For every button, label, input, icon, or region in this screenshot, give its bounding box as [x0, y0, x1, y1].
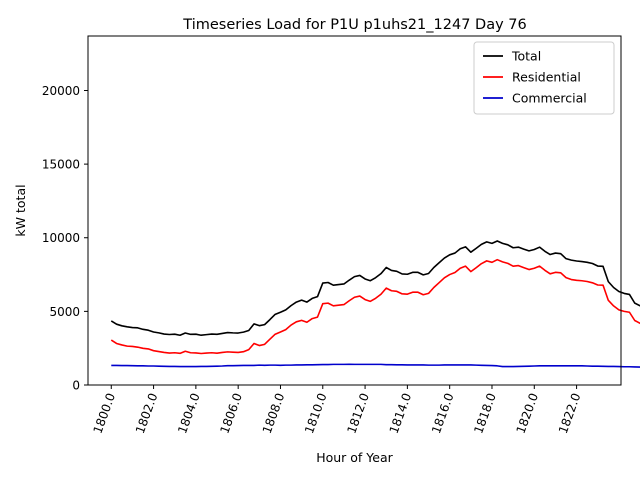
- x-axis-label: Hour of Year: [316, 450, 393, 465]
- x-tick-label: 1810.0: [302, 391, 330, 435]
- legend-box: [473, 41, 615, 115]
- legend-label-commercial: Commercial: [512, 91, 587, 106]
- series-line-total: [110, 240, 640, 337]
- legend: Total Residential Commercial: [473, 41, 615, 115]
- x-tick-label: 1818.0: [471, 391, 499, 435]
- x-tick-label: 1816.0: [429, 391, 457, 435]
- x-tick-label: 1814.0: [387, 391, 415, 435]
- legend-label-total: Total: [511, 49, 541, 64]
- legend-label-residential: Residential: [512, 70, 581, 85]
- y-tick-label: 15000: [42, 158, 80, 172]
- x-tick-label: 1822.0: [556, 391, 584, 435]
- y-tick-label: 5000: [49, 305, 80, 319]
- x-tick-label: 1820.0: [514, 391, 542, 435]
- y-axis-label: kW total: [13, 184, 28, 236]
- x-tick-label: 1806.0: [217, 391, 245, 435]
- x-tick-label: 1802.0: [133, 391, 161, 435]
- series-line-residential: [110, 258, 640, 355]
- y-tick-label: 20000: [42, 84, 80, 98]
- series-line-commercial: [111, 363, 640, 368]
- x-tick-label: 1804.0: [175, 391, 203, 435]
- x-tick-label: 1808.0: [260, 391, 288, 435]
- y-tick-label: 10000: [42, 231, 80, 245]
- x-tick-label: 1800.0: [91, 391, 119, 435]
- chart-title: Timeseries Load for P1U p1uhs21_1247 Day…: [182, 17, 526, 33]
- plot-frame: [87, 35, 622, 386]
- x-tick-label: 1812.0: [344, 391, 372, 435]
- y-tick-label: 0: [72, 379, 80, 393]
